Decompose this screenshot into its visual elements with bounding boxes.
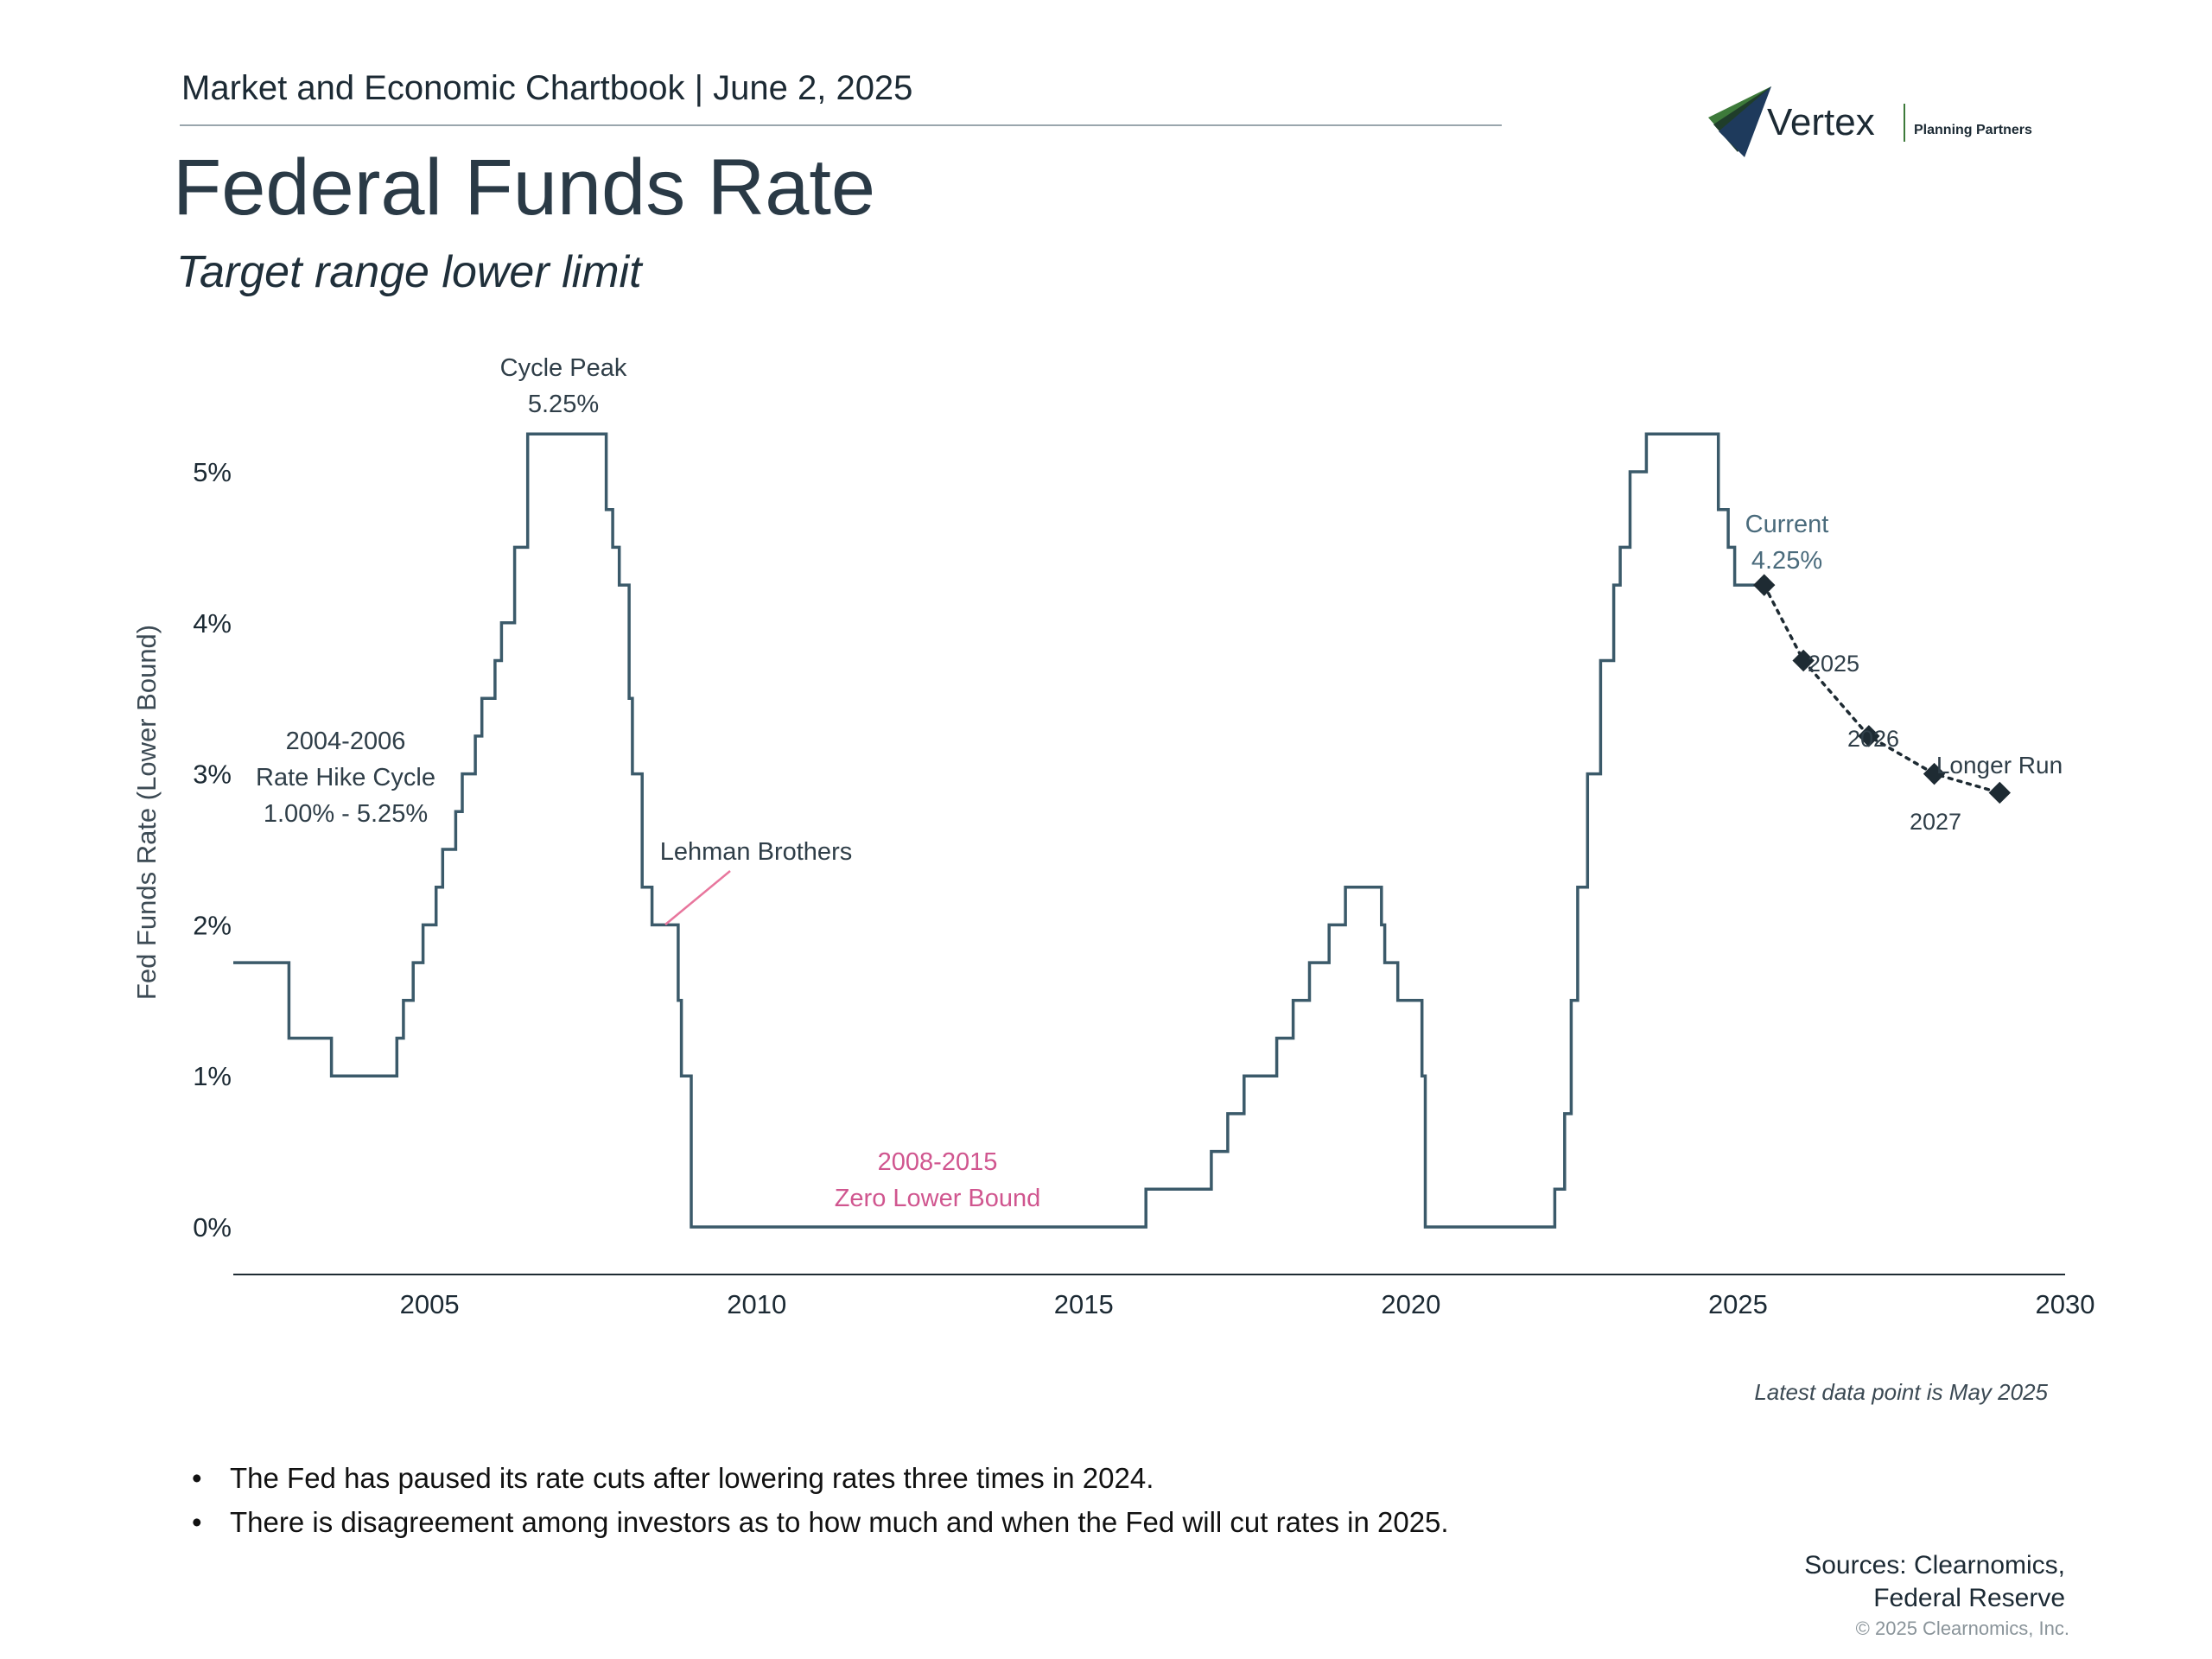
annotation-hike-years: 2004-2006 xyxy=(286,728,406,755)
y-tick-label: 4% xyxy=(193,608,232,639)
projection-marker xyxy=(1988,781,2012,804)
latest-data-note: Latest data point is May 2025 xyxy=(1754,1379,2048,1405)
sources-note: Sources: Clearnomics, Federal Reserve xyxy=(1642,1549,2065,1615)
header-divider xyxy=(180,124,1502,126)
annotation-lehman-label: Lehman Brothers xyxy=(660,838,852,866)
annotation-zero-bound-years: 2008-2015 xyxy=(878,1148,998,1176)
chart-axes: 2005 2010 2015 2020 2025 2030 0% 1% 2% 3% 4% 5% Fed … xyxy=(131,457,2094,1319)
annotation-hike-range: 1.00% - 5.25% xyxy=(264,800,428,828)
annotation-longer-run: Longer Run xyxy=(1936,752,2063,779)
bullet-text: The Fed has paused its rate cuts after l… xyxy=(230,1462,1154,1494)
bullet-dot: • xyxy=(192,1462,202,1494)
sources-line: Federal Reserve xyxy=(1873,1584,2065,1612)
vertex-swoosh-icon xyxy=(1708,86,1771,157)
annotation-2025: 2025 xyxy=(1808,651,1859,677)
page-subtitle: Target range lower limit xyxy=(176,247,642,297)
annotation-hike-label: Rate Hike Cycle xyxy=(256,764,435,791)
bullet-item: • There is disagreement among investors a… xyxy=(192,1506,1449,1539)
bullet-item: • The Fed has paused its rate cuts after … xyxy=(192,1462,1154,1495)
logo-divider xyxy=(1904,104,1905,142)
page-title: Federal Funds Rate xyxy=(173,143,876,232)
copyright-note: © 2025 Clearnomics, Inc. xyxy=(1855,1618,2069,1639)
logo-tagline: Planning Partners xyxy=(1914,123,2032,137)
bullet-dot: • xyxy=(192,1506,202,1538)
x-tick-label: 2020 xyxy=(1381,1289,1440,1319)
projection-marker xyxy=(1752,574,1776,596)
annotation-current-value: 4.25% xyxy=(1751,547,1822,575)
chart-annotations: Cycle Peak 5.25% 2004-2006 Rate Hike Cycle 1… xyxy=(256,354,2063,1212)
y-tick-label: 2% xyxy=(193,910,232,940)
chartbook-header: Market and Economic Chartbook | June 2, … xyxy=(181,69,913,107)
bullet-text: There is disagreement among investors as… xyxy=(230,1506,1449,1538)
annotation-2027: 2027 xyxy=(1910,809,1961,835)
logo-name: Vertex xyxy=(1767,101,1875,143)
x-tick-label: 2030 xyxy=(2036,1289,2095,1319)
sources-line: Sources: Clearnomics, xyxy=(1804,1551,2065,1580)
annotation-2026: 2026 xyxy=(1847,726,1899,752)
x-tick-label: 2010 xyxy=(727,1289,786,1319)
y-tick-label: 5% xyxy=(193,457,232,487)
chart-lines xyxy=(233,432,2002,1229)
annotation-cycle-peak-title: Cycle Peak xyxy=(500,354,627,382)
annotation-cycle-peak-value: 5.25% xyxy=(528,391,599,418)
y-axis-label: Fed Funds Rate (Lower Bound) xyxy=(131,625,162,1000)
fed-funds-chart: 2005 2010 2015 2020 2025 2030 0% 1% 2% 3% 4% 5% Fed … xyxy=(131,354,2094,1319)
vertex-logo: Vertex Planning Partners xyxy=(1708,86,2032,157)
x-tick-label: 2005 xyxy=(400,1289,460,1319)
fed-funds-step-line xyxy=(233,432,1764,1229)
lehman-arrow xyxy=(664,870,731,925)
y-tick-label: 0% xyxy=(193,1212,232,1243)
y-tick-label: 3% xyxy=(193,760,232,790)
x-tick-label: 2025 xyxy=(1708,1289,1768,1319)
annotation-zero-bound-label: Zero Lower Bound xyxy=(835,1185,1041,1212)
y-tick-label: 1% xyxy=(193,1061,232,1091)
annotation-current-title: Current xyxy=(1745,511,1829,538)
x-tick-label: 2015 xyxy=(1054,1289,1114,1319)
